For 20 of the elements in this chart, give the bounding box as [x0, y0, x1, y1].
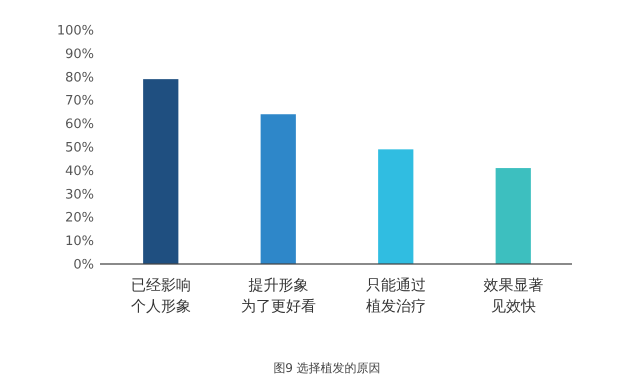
y-tick-label: 20% [65, 210, 94, 226]
y-tick-label: 10% [65, 234, 94, 250]
text: 图9 选择植发的原因 [273, 361, 381, 375]
x-tick-label: 效果显著见效快 [483, 276, 544, 315]
y-tick-label: 50% [65, 140, 94, 156]
bar [378, 149, 414, 264]
x-tick-label: 已经影响个人形象 [130, 276, 191, 315]
y-tick-label: 40% [65, 164, 94, 179]
y-tick-label: 60% [65, 117, 94, 132]
y-tick-label: 100% [56, 24, 94, 38]
bar [143, 79, 178, 264]
bar [496, 168, 531, 264]
y-tick-label: 30% [65, 187, 94, 202]
y-tick-label: 90% [65, 46, 94, 62]
y-tick-label: 70% [65, 94, 94, 109]
x-tick-label: 提升形象为了更好看 [240, 276, 316, 315]
x-tick-label: 只能通过植发治疗 [366, 276, 426, 315]
y-tick-label: 80% [65, 70, 94, 86]
y-tick-label: 0% [73, 258, 94, 272]
bar [260, 114, 296, 264]
